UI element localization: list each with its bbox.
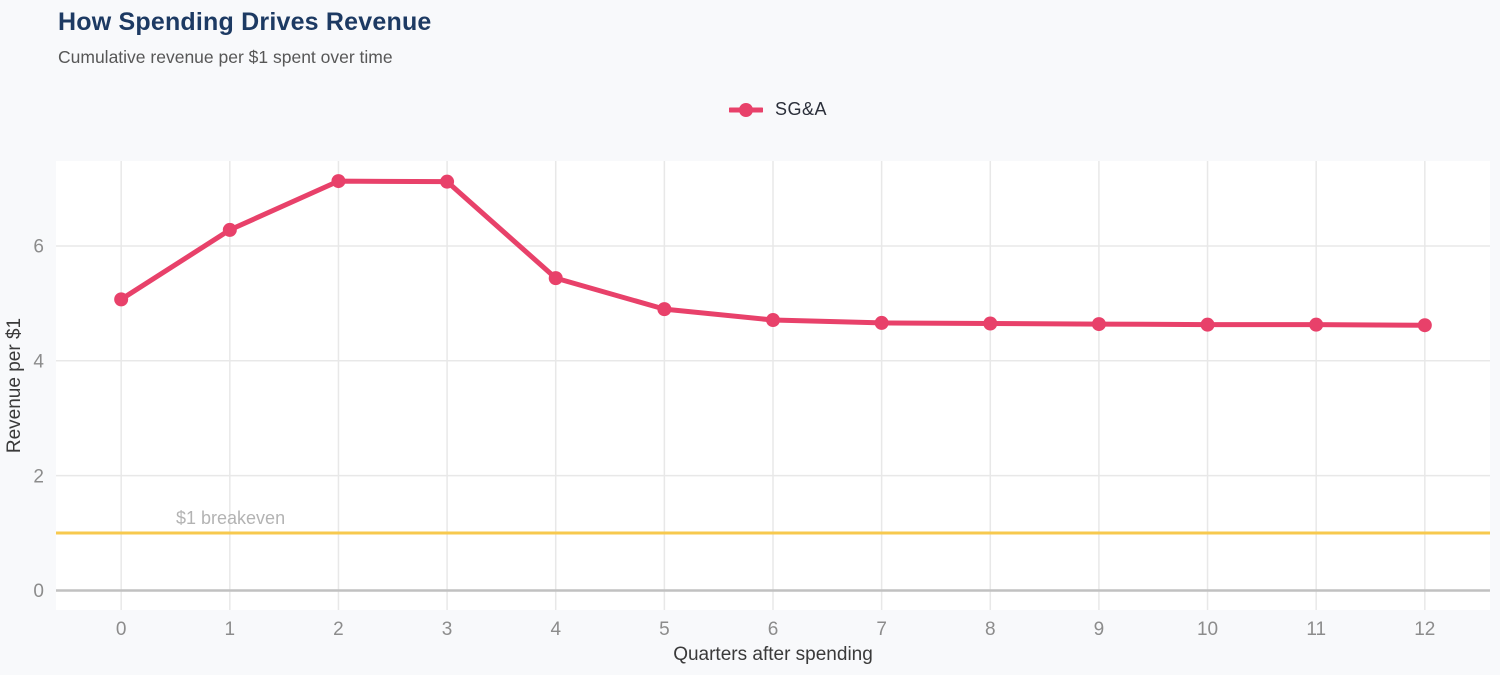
x-tick-label: 12 (1414, 619, 1435, 640)
data-point (766, 313, 780, 328)
data-point (331, 174, 346, 189)
data-point (548, 271, 563, 286)
data-point (222, 222, 237, 237)
x-tick-label: 6 (768, 619, 779, 640)
data-point (983, 316, 998, 331)
data-point (874, 315, 889, 330)
x-tick-label: 7 (876, 619, 887, 640)
data-point (114, 292, 129, 307)
x-tick-label: 9 (1094, 619, 1105, 640)
x-axis-title: Quarters after spending (673, 644, 873, 665)
y-tick-label: 2 (33, 466, 44, 487)
chart-title: How Spending Drives Revenue (58, 8, 432, 36)
x-tick-label: 3 (442, 619, 453, 640)
chart-subtitle: Cumulative revenue per $1 spent over tim… (58, 47, 393, 67)
x-tick-label: 5 (659, 619, 670, 640)
data-point (1417, 318, 1432, 333)
x-tick-label: 2 (333, 619, 344, 640)
y-tick-label: 4 (33, 351, 44, 372)
data-point (1091, 317, 1106, 332)
data-point (657, 302, 672, 317)
x-tick-label: 0 (116, 619, 127, 640)
x-tick-label: 4 (550, 619, 561, 640)
breakeven-label: $1 breakeven (176, 508, 285, 528)
x-tick-label: 1 (225, 619, 236, 640)
legend-marker-icon (728, 102, 763, 117)
data-point (1200, 317, 1215, 332)
y-tick-label: 6 (33, 237, 44, 258)
legend-series-label: SG&A (774, 99, 828, 119)
data-point (440, 174, 455, 189)
y-axis-title: Revenue per $1 (4, 318, 25, 453)
legend: SG&A (728, 99, 828, 120)
x-tick-label: 10 (1197, 619, 1218, 640)
x-tick-label: 8 (985, 619, 996, 640)
y-tick-label: 0 (33, 581, 44, 602)
x-tick-label: 11 (1306, 619, 1326, 640)
data-point (1309, 317, 1324, 332)
